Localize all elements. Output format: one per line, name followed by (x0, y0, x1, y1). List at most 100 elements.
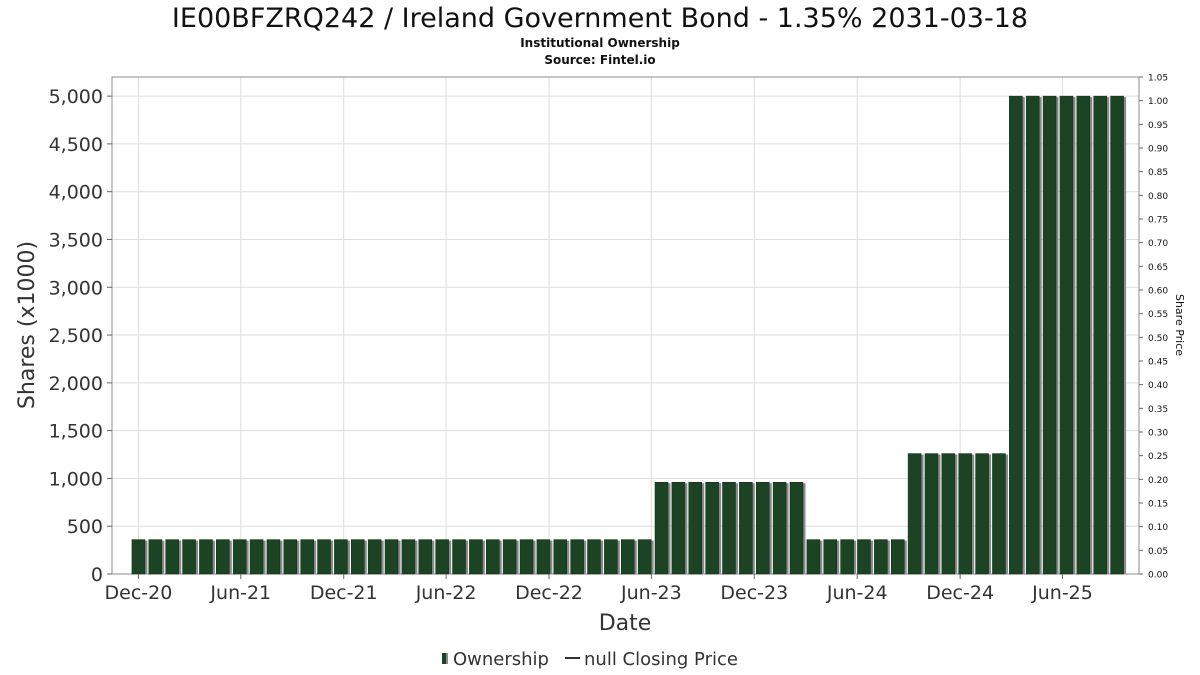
y-axis-ticks: 0 500 1,000 1,500 2,000 2,500 3,000 3,500 4,000 4… (49, 86, 112, 586)
y2-tick-label: 0.75 (1148, 216, 1168, 226)
y2-axis-label: Share Price (1173, 294, 1186, 356)
chart-subtitle: Institutional Ownership (520, 36, 680, 50)
y2-tick-label: 1.05 (1148, 74, 1168, 84)
ownership-bar (722, 481, 736, 575)
ownership-bar (604, 539, 618, 575)
ownership-bar (367, 539, 382, 575)
ownership-bar (283, 539, 298, 575)
ownership-bar (570, 539, 584, 575)
y-tick-label: 3,500 (49, 229, 103, 251)
y-tick-label: 1,000 (49, 468, 103, 490)
y2-tick-label: 0.50 (1148, 334, 1168, 344)
ownership-bar (199, 539, 213, 575)
ownership-bar (334, 539, 348, 575)
ownership-bar (232, 539, 247, 575)
ownership-bar (266, 539, 281, 575)
y2-tick-label: 0.00 (1148, 571, 1168, 581)
ownership-bar (1059, 95, 1074, 575)
legend-ownership-swatch-shadow (446, 653, 448, 664)
ownership-bar (924, 453, 939, 575)
y-tick-label: 2,500 (49, 325, 103, 347)
y2-tick-label: 0.65 (1148, 263, 1168, 273)
y-tick-label: 4,500 (49, 134, 103, 156)
ownership-bar (131, 539, 146, 575)
chart-source: Source: Fintel.io (544, 53, 655, 67)
y2-tick-label: 0.05 (1148, 547, 1168, 557)
ownership-bar (401, 539, 416, 575)
ownership-bar (1093, 95, 1107, 575)
ownership-bar (705, 481, 719, 575)
y2-axis-ticks: 0.00 0.05 0.10 0.15 0.20 0.25 0.30 0.35 0.40 0.45… (1139, 74, 1168, 581)
ownership-bar (739, 481, 753, 575)
ownership-bar (688, 481, 702, 575)
ownership-bar (755, 481, 770, 575)
x-axis-ticks: Dec-20 Jun-21 Dec-21 Jun-22 Dec-22 Jun-23 Dec-… (105, 574, 1093, 604)
ownership-bar (620, 539, 635, 575)
ownership-bar (216, 539, 230, 575)
ownership-bar (874, 539, 888, 575)
y2-tick-label: 0.70 (1148, 239, 1168, 249)
x-tick-label: Dec-22 (515, 582, 583, 604)
ownership-bar (975, 453, 989, 575)
ownership-bars (131, 95, 1127, 575)
x-tick-label: Jun-21 (209, 582, 271, 604)
x-tick-label: Jun-22 (415, 582, 477, 604)
ownership-bar (823, 539, 837, 575)
x-tick-label: Jun-23 (620, 582, 682, 604)
y2-tick-label: 0.80 (1148, 192, 1168, 202)
y2-tick-label: 1.00 (1148, 97, 1168, 107)
ownership-bar (789, 481, 804, 575)
y-tick-label: 4,000 (49, 182, 103, 204)
y-tick-label: 0 (91, 564, 103, 586)
y-tick-label: 5,000 (49, 86, 103, 108)
ownership-bar (165, 539, 179, 575)
y2-tick-label: 0.25 (1148, 452, 1168, 462)
ownership-bar (890, 539, 905, 575)
y2-tick-label: 0.20 (1148, 476, 1168, 486)
y2-tick-label: 0.15 (1148, 500, 1168, 510)
ownership-bar (587, 539, 601, 575)
ownership-bar (182, 539, 196, 575)
legend-ownership-swatch (442, 653, 446, 664)
ownership-bar (418, 539, 433, 575)
y-tick-label: 2,000 (49, 373, 103, 395)
chart-title: IE00BFZRQ242 / Ireland Government Bond -… (172, 3, 1028, 34)
x-tick-label: Jun-25 (1031, 582, 1093, 604)
grid-lines (112, 77, 1139, 575)
legend-closing-price-label: null Closing Price (584, 649, 738, 670)
ownership-bar (249, 539, 264, 575)
ownership-bar (840, 539, 854, 575)
y2-tick-label: 0.55 (1148, 310, 1168, 320)
y2-tick-label: 0.30 (1148, 429, 1168, 439)
x-tick-label: Dec-24 (926, 582, 994, 604)
ownership-bar (519, 539, 534, 575)
ownership-bar (907, 453, 922, 575)
x-tick-label: Jun-24 (826, 582, 888, 604)
y2-tick-label: 0.45 (1148, 358, 1168, 368)
legend-ownership-label: Ownership (453, 649, 549, 670)
ownership-bar (536, 539, 551, 575)
y2-tick-label: 0.60 (1148, 287, 1168, 297)
y-tick-label: 1,500 (49, 421, 103, 443)
y2-tick-label: 0.85 (1148, 168, 1168, 178)
y-tick-label: 500 (67, 516, 103, 538)
ownership-bar (806, 539, 821, 575)
y2-tick-label: 0.40 (1148, 381, 1168, 391)
ownership-bar (1009, 95, 1023, 575)
y2-tick-label: 0.35 (1148, 405, 1168, 415)
ownership-bar (384, 539, 399, 575)
ownership-bar (148, 539, 163, 575)
ownership-bar (654, 481, 669, 575)
ownership-bar (772, 481, 787, 575)
ownership-bar (671, 481, 686, 575)
ownership-bar (992, 453, 1006, 575)
ownership-bar (1076, 95, 1091, 575)
ownership-bar (1110, 95, 1124, 575)
ownership-bar (941, 453, 956, 575)
legend: Ownership null Closing Price (442, 649, 738, 670)
x-axis-label: Date (599, 611, 652, 636)
ownership-bar (1042, 95, 1057, 575)
ownership-bar (637, 539, 652, 575)
